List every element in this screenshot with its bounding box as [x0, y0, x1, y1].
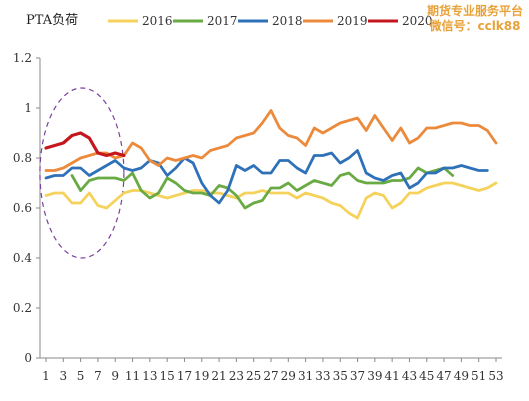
- x-tick-label: 47: [436, 369, 451, 383]
- x-tick-label: 27: [263, 369, 278, 383]
- x-tick-label: 49: [454, 369, 469, 383]
- legend-label-2019: 2019: [337, 14, 368, 28]
- x-tick-label: 13: [142, 369, 157, 383]
- x-tick-label: 39: [367, 369, 382, 383]
- x-tick-label: 29: [281, 369, 296, 383]
- y-tick-label: 0.2: [13, 301, 32, 315]
- x-tick-label: 5: [77, 369, 85, 383]
- y-tick-label: 0: [24, 351, 32, 365]
- watermark-line-2: 微信号：cclk88: [429, 19, 521, 33]
- x-tick-label: 15: [160, 369, 175, 383]
- x-tick-label: 33: [315, 369, 330, 383]
- x-tick-label: 53: [488, 369, 503, 383]
- x-tick-label: 31: [298, 369, 313, 383]
- highlight-ellipse: [39, 87, 125, 259]
- watermark: 期货专业服务平台 微信号：cclk88: [427, 4, 523, 34]
- x-tick-label: 45: [419, 369, 434, 383]
- x-tick-label: 7: [94, 369, 102, 383]
- series-group: [44, 109, 498, 220]
- legend-label-2016: 2016: [142, 14, 173, 28]
- x-tick-label: 43: [402, 369, 417, 383]
- x-tick-label: 9: [111, 369, 119, 383]
- legend-label-2020: 2020: [402, 14, 433, 28]
- y-tick-label: 0.4: [13, 251, 32, 265]
- legend: 2016 2017 2018 2019 2020: [108, 14, 433, 28]
- series-line-2020: [44, 131, 126, 158]
- legend-label-2018: 2018: [272, 14, 303, 28]
- x-tick-label: 19: [194, 369, 209, 383]
- x-tick-label: 35: [333, 369, 348, 383]
- x-tick-label: 51: [471, 369, 486, 383]
- x-tick-label: 37: [350, 369, 365, 383]
- x-tick-label: 3: [59, 369, 67, 383]
- series-line-2018: [44, 149, 489, 205]
- watermark-line-1: 期货专业服务平台: [426, 4, 523, 18]
- y-tick-label: 1: [24, 101, 32, 115]
- x-tick-label: 25: [246, 369, 261, 383]
- chart-title: PTA负荷: [26, 13, 78, 28]
- y-tick-label: 1.2: [13, 51, 32, 65]
- x-tick-label: 21: [211, 369, 226, 383]
- x-tick-label: 11: [125, 369, 140, 383]
- legend-label-2017: 2017: [207, 14, 238, 28]
- x-tick-label: 41: [385, 369, 400, 383]
- series-line-2017: [70, 166, 455, 210]
- y-tick-label: 0.8: [13, 151, 32, 165]
- annotation: [39, 87, 125, 259]
- series-line-2016: [44, 181, 498, 220]
- x-tick-label: 17: [177, 369, 192, 383]
- series-line-2019: [44, 109, 498, 172]
- x-tick-label: 1: [42, 369, 50, 383]
- y-tick-label: 0.6: [13, 201, 32, 215]
- axes: 00.20.40.60.811.21 3 5 7 9 11 13 15 17 19 21 23 25 27…: [13, 51, 504, 383]
- x-tick-label: 23: [229, 369, 244, 383]
